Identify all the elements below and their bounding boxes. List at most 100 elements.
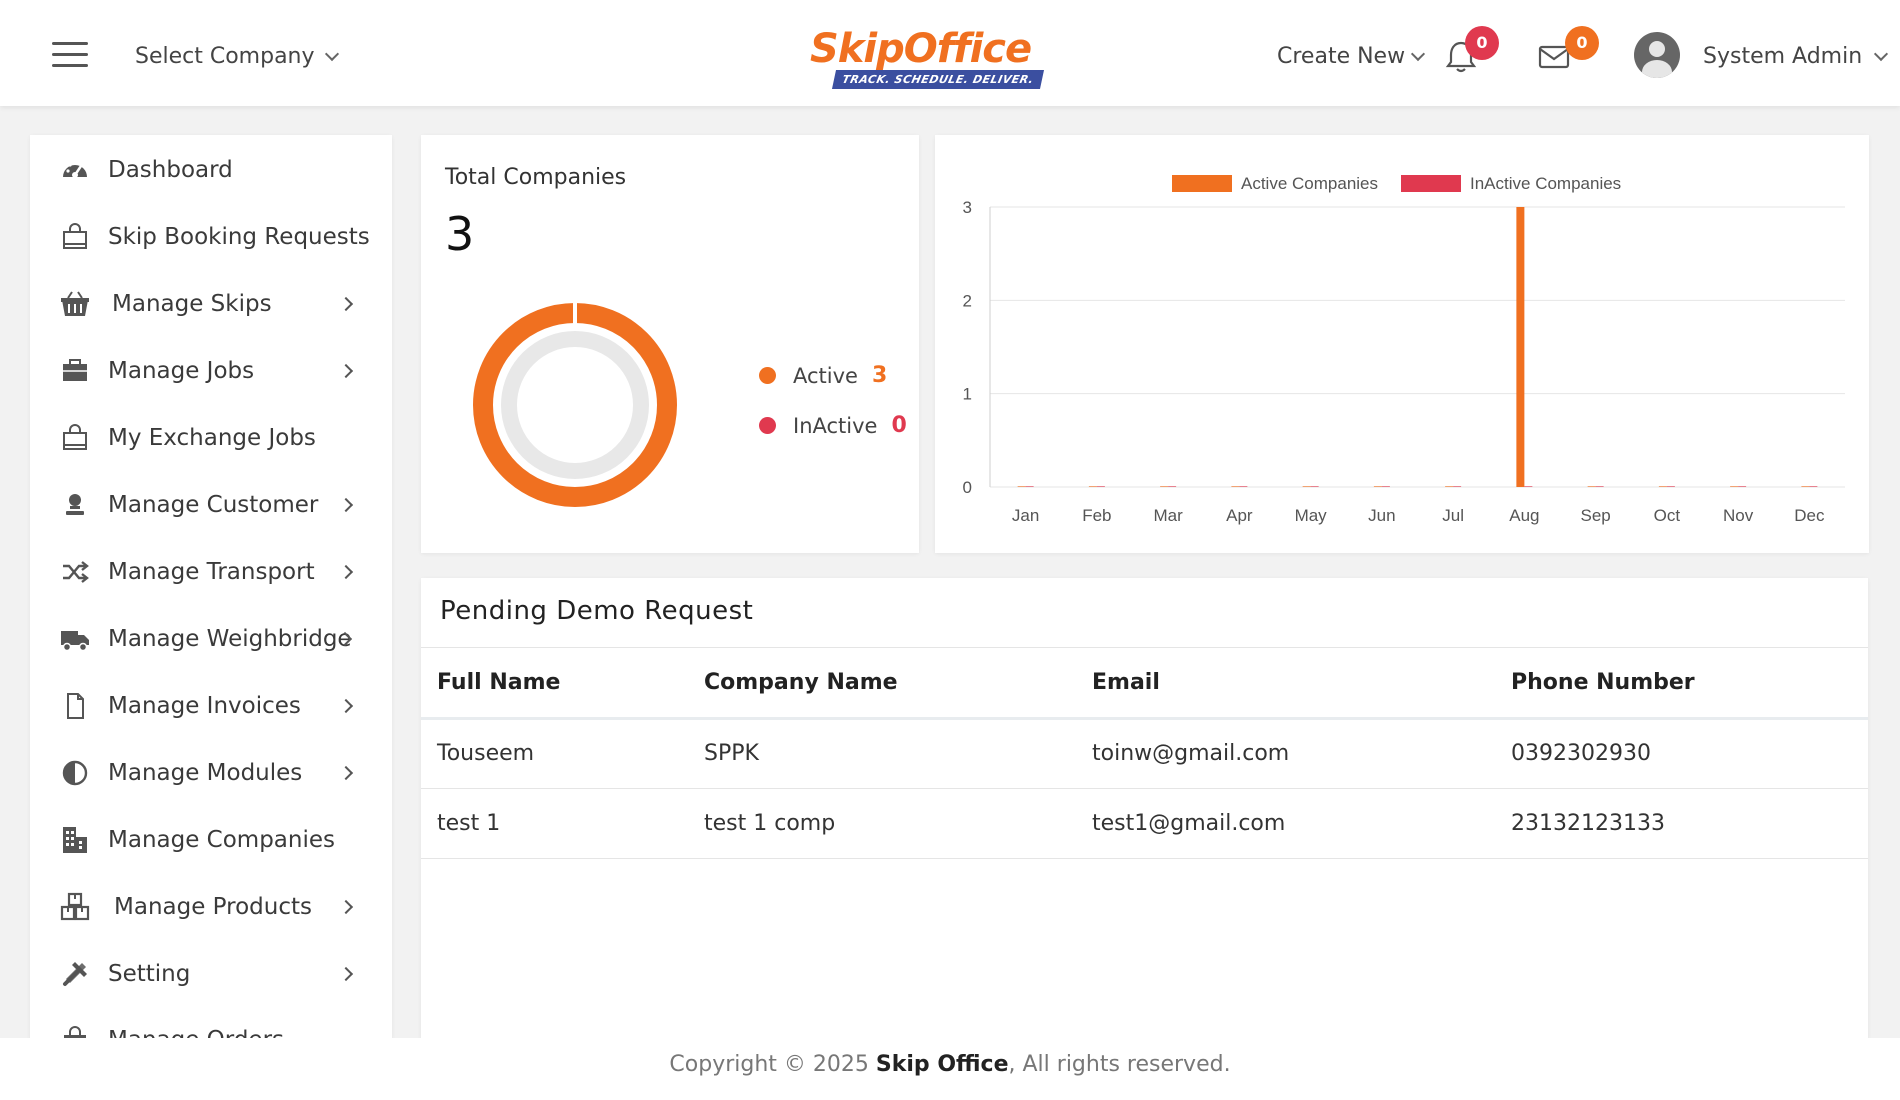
bar-inactive-companies [1025,486,1034,487]
sidebar-item-label: Manage Customer [108,492,319,518]
legend-label: InActive [793,413,878,438]
sidebar-item-manage-invoices[interactable]: Manage Invoices [30,681,392,731]
divider [421,788,1868,789]
column-header-phone-number: Phone Number [1511,670,1695,695]
y-tick-label: 1 [963,385,972,404]
pending-demo-title: Pending Demo Request [440,596,754,626]
x-tick-label: Dec [1794,506,1825,525]
divider [421,717,1868,720]
sidebar-item-label: Manage Products [114,894,312,920]
half-circle-icon [62,760,88,786]
sidebar-item-label: Manage Orders [108,1027,285,1040]
avatar[interactable] [1634,32,1680,78]
create-new-dropdown[interactable]: Create New [1277,44,1426,69]
shopping-bag-icon [63,424,87,450]
table-cell: test 1 [437,811,501,836]
messages-badge: 0 [1565,26,1599,60]
bar-inactive-companies [1738,486,1747,487]
sidebar-item-manage-transport[interactable]: Manage Transport [30,547,392,597]
footer-brand: Skip Office [875,1052,1009,1077]
x-tick-label: May [1295,506,1328,525]
column-header-company-name: Company Name [704,670,898,695]
create-new-label: Create New [1277,44,1406,69]
bar-inactive-companies [1310,486,1319,487]
user-menu[interactable]: System Admin [1703,44,1889,69]
total-companies-card: Total Companies 3 Active 3 InActive 0 [421,135,919,553]
basket-icon [61,291,89,316]
bar-active-companies [1587,486,1596,487]
top-header: Select Company SkipOffice TRACK. SCHEDUL… [0,0,1900,106]
bar-active-companies [1302,486,1311,487]
monthly-companies-bar-chart: 0 1 2 3 Jan Feb Mar Apr May Jun Jul Aug Sep Oct Nov Dec… [963,174,1845,525]
bar-inactive-companies [1809,486,1818,487]
chevron-down-icon [1411,46,1426,61]
select-company-label: Select Company [135,44,315,69]
sidebar: Dashboard Skip Booking Requests Manage S… [30,135,392,1040]
skipoffice-logo[interactable]: SkipOffice TRACK. SCHEDULE. DELIVER. [810,26,1070,92]
bar-inactive-companies [1096,486,1105,487]
briefcase-icon [63,359,87,381]
x-tick-label: Apr [1226,506,1253,525]
bar-inactive-companies [1239,486,1248,487]
y-tick-label: 2 [963,291,972,310]
sidebar-item-setting[interactable]: Setting [30,949,392,999]
tools-icon [63,962,87,986]
bar-inactive-companies [1168,486,1177,487]
building-icon [63,827,87,853]
sidebar-item-label: Dashboard [108,157,233,183]
card-title: Total Companies [445,165,627,190]
sidebar-item-my-exchange-jobs[interactable]: My Exchange Jobs [30,413,392,463]
bar-inactive-companies [1524,486,1533,487]
x-tick-label: Nov [1723,506,1754,525]
bar-active-companies [1017,486,1026,487]
sidebar-item-skip-booking-requests[interactable]: Skip Booking Requests [30,212,392,262]
document-icon [67,693,84,719]
gauge-icon [63,161,87,178]
sidebar-item-manage-companies[interactable]: Manage Companies [30,815,392,865]
chevron-right-icon [338,698,354,714]
column-header-email: Email [1092,670,1160,695]
bar-active-companies [1658,486,1667,487]
legend-label: InActive Companies [1470,174,1621,193]
sidebar-item-manage-products[interactable]: Manage Products [30,882,392,932]
chevron-right-icon [338,564,354,580]
sidebar-item-label: My Exchange Jobs [108,425,316,451]
x-tick-label: Aug [1509,506,1539,525]
x-tick-label: Feb [1082,506,1111,525]
table-cell: Touseem [437,741,535,766]
bar-inactive-companies [1381,486,1390,487]
sidebar-item-manage-weighbridge[interactable]: Manage Weighbridge [30,614,392,664]
monthly-companies-chart-card: 0 1 2 3 Jan Feb Mar Apr May Jun Jul Aug Sep Oct Nov Dec… [935,135,1869,553]
divider [421,647,1868,648]
sidebar-item-manage-modules[interactable]: Manage Modules [30,748,392,798]
y-tick-label: 0 [963,478,972,497]
bar-inactive-companies [1595,486,1604,487]
sidebar-item-manage-customer[interactable]: Manage Customer [30,480,392,530]
shuffle-icon [63,561,89,583]
x-tick-label: Oct [1654,506,1681,525]
y-tick-label: 3 [963,198,972,217]
bar-active-companies [1516,207,1525,487]
sidebar-item-manage-orders[interactable]: Manage Orders [30,1015,392,1040]
chevron-right-icon [338,497,354,513]
bar-active-companies [1088,486,1097,487]
sidebar-item-label: Manage Jobs [108,358,255,384]
legend-label: Active [793,363,858,388]
sidebar-item-label: Manage Modules [108,760,303,786]
select-company-dropdown[interactable]: Select Company [135,44,339,69]
chevron-right-icon [338,966,354,982]
mail-icon[interactable] [1538,44,1570,70]
chevron-right-icon [338,296,354,312]
truck-icon [61,631,89,652]
sidebar-item-dashboard[interactable]: Dashboard [30,145,392,195]
bag-icon [64,1026,86,1040]
sidebar-item-label: Manage Skips [112,291,272,317]
x-tick-label: Jan [1012,506,1039,525]
column-header-full-name: Full Name [437,670,561,695]
legend-label: Active Companies [1241,174,1378,193]
table-cell: test1@gmail.com [1092,811,1286,836]
legend-value: 0 [891,413,907,438]
sidebar-item-manage-skips[interactable]: Manage Skips [30,279,392,329]
menu-toggle-icon[interactable] [52,42,88,68]
sidebar-item-manage-jobs[interactable]: Manage Jobs [30,346,392,396]
